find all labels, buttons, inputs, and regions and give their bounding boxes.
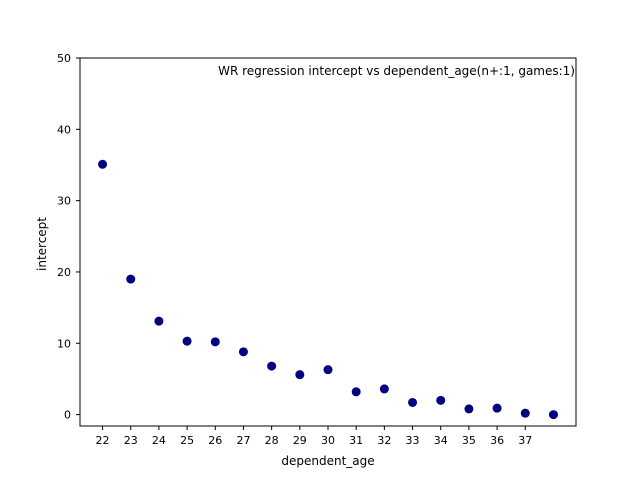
data-point (154, 316, 164, 326)
x-tick-label: 31 (349, 434, 363, 447)
data-point (182, 336, 192, 346)
x-tick-label: 33 (406, 434, 420, 447)
data-point (408, 397, 418, 407)
x-tick-label: 22 (96, 434, 110, 447)
data-point (379, 384, 389, 394)
data-point (492, 403, 502, 413)
x-tick-label: 29 (293, 434, 307, 447)
x-tick-label: 35 (462, 434, 476, 447)
x-axis-ticks: 22 23 24 25 26 27 28 29 30 31 32 33 34 35 36 37 (96, 426, 532, 447)
y-tick-label: 10 (57, 337, 71, 350)
data-point (126, 274, 136, 284)
data-point (464, 404, 474, 414)
data-points (98, 159, 558, 420)
y-axis-label: intercept (35, 217, 49, 271)
data-point (210, 337, 220, 347)
y-tick-label: 40 (57, 123, 71, 136)
chart-title: WR regression intercept vs dependent_age… (218, 64, 575, 78)
x-tick-label: 27 (236, 434, 250, 447)
data-point (238, 347, 248, 357)
data-point (267, 361, 277, 371)
x-axis-label: dependent_age (281, 454, 374, 468)
data-point (351, 387, 361, 397)
x-tick-label: 36 (490, 434, 504, 447)
data-point (323, 365, 333, 375)
x-tick-label: 32 (377, 434, 391, 447)
x-tick-label: 28 (265, 434, 279, 447)
data-point (548, 410, 558, 420)
y-tick-label: 0 (64, 409, 71, 422)
data-point (98, 159, 108, 169)
y-tick-label: 50 (57, 52, 71, 65)
x-tick-label: 30 (321, 434, 335, 447)
x-tick-label: 24 (152, 434, 166, 447)
data-point (436, 395, 446, 405)
y-axis-ticks: 0 10 20 30 40 50 (57, 52, 80, 422)
data-point (520, 408, 530, 418)
data-point (295, 370, 305, 380)
y-tick-label: 30 (57, 195, 71, 208)
x-tick-label: 37 (518, 434, 532, 447)
x-tick-label: 34 (434, 434, 448, 447)
x-tick-label: 25 (180, 434, 194, 447)
x-tick-label: 23 (124, 434, 138, 447)
x-tick-label: 26 (208, 434, 222, 447)
y-tick-label: 20 (57, 266, 71, 279)
